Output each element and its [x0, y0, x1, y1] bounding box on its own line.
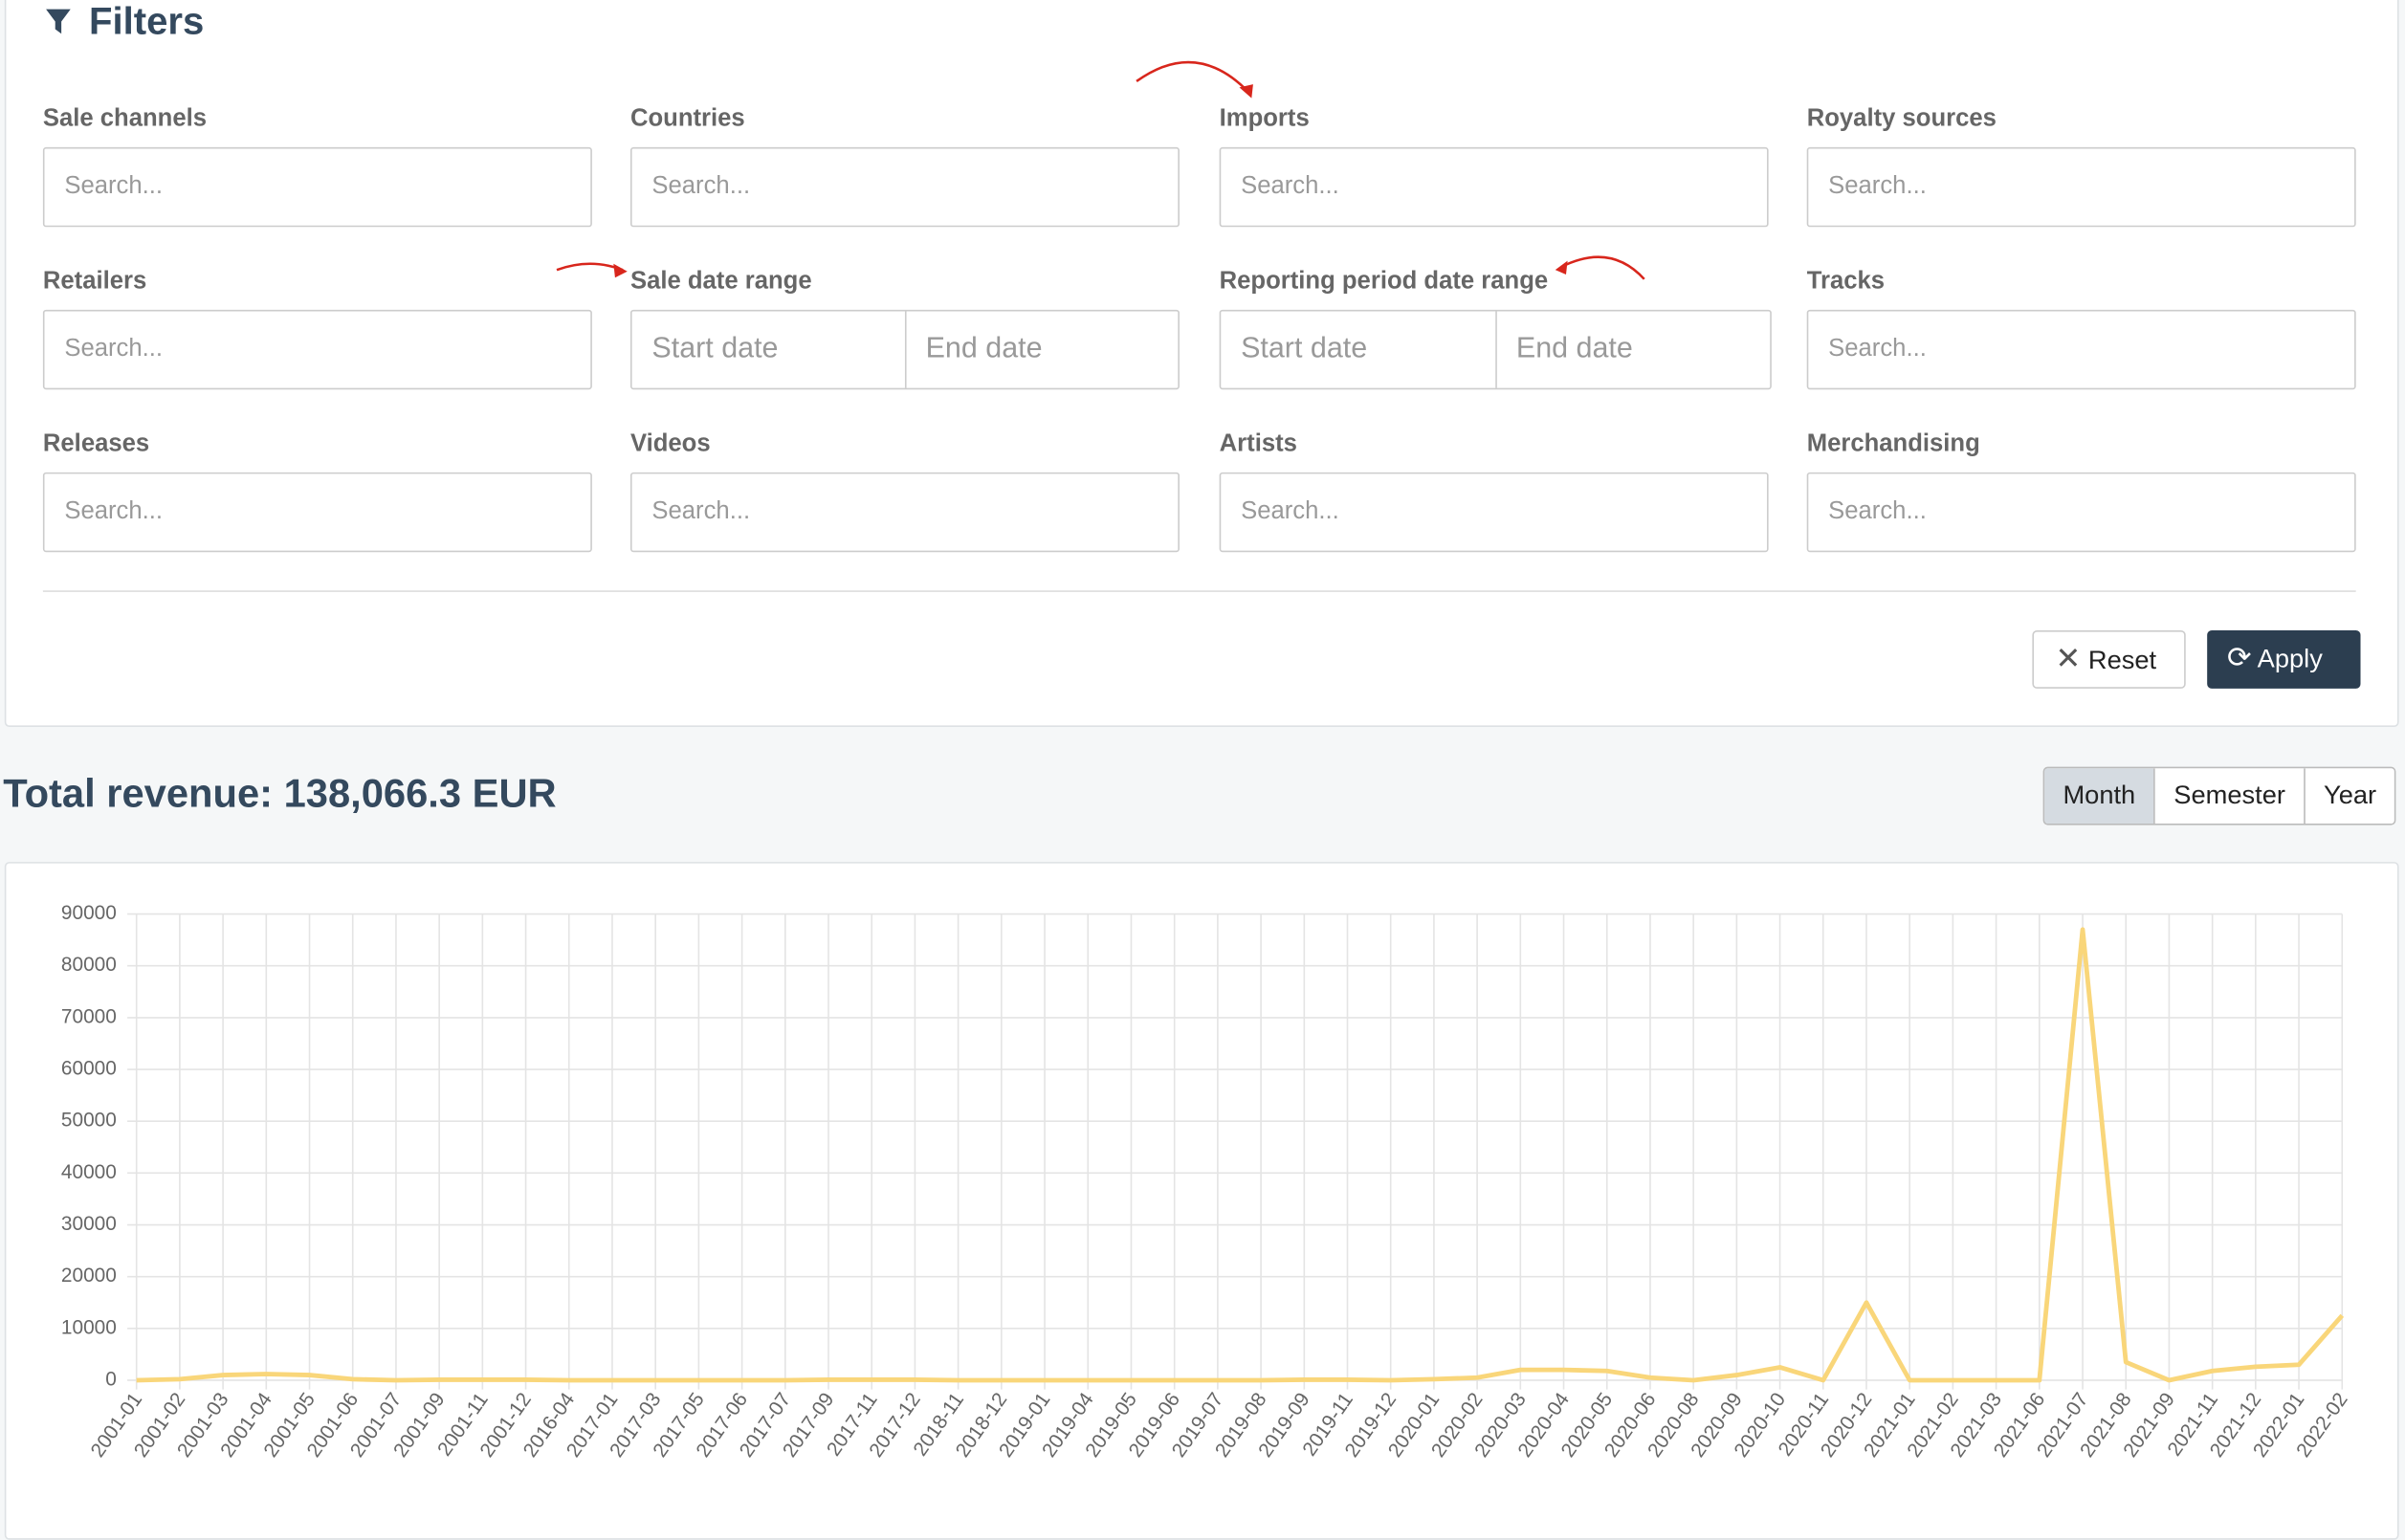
apply-button[interactable]: ⟳ Apply [2207, 629, 2361, 689]
filters-title: Filters [88, 0, 205, 43]
y-tick-label: 60000 [61, 1058, 117, 1080]
filter-input[interactable]: Search... [629, 472, 1180, 553]
period-button[interactable]: Semester [2153, 768, 2305, 824]
filter-label: Videos [629, 430, 711, 457]
filter-label: Countries [629, 105, 745, 132]
filter-label: Releases [42, 430, 150, 457]
y-tick-label: 10000 [61, 1316, 117, 1338]
filter-input[interactable]: Search... [1219, 472, 1769, 553]
placeholder[interactable]: Search... [64, 498, 164, 525]
filter-label: Sale date range [629, 268, 812, 295]
filter-label: Merchandising [1806, 430, 1980, 457]
filter-label: Retailers [42, 268, 147, 295]
annotation-arrows [556, 60, 1645, 280]
filter-input[interactable]: Search... [42, 309, 592, 390]
divider [42, 590, 2356, 592]
filter-input[interactable]: Start date End date [629, 309, 1180, 390]
placeholder[interactable]: Search... [1241, 173, 1339, 200]
y-tick-label: 40000 [61, 1161, 117, 1183]
y-tick-label: 0 [105, 1368, 117, 1390]
y-tick-label: 30000 [61, 1213, 117, 1235]
y-tick-label: 70000 [61, 1005, 117, 1027]
y-tick-label: 50000 [61, 1110, 117, 1132]
filter-input[interactable]: Search... [1806, 309, 2356, 390]
filter-input[interactable]: Search... [42, 472, 592, 553]
filter-label: Imports [1219, 105, 1310, 132]
filter-label: Artists [1219, 430, 1297, 457]
filter-input[interactable]: Start date End date [1219, 309, 1772, 390]
placeholder[interactable]: Search... [64, 336, 164, 363]
placeholder[interactable]: Search... [1828, 336, 1927, 363]
placeholder[interactable]: Start date [1241, 332, 1368, 365]
filter-input[interactable]: Search... [1806, 146, 2356, 228]
period-button[interactable]: Year [2304, 768, 2395, 824]
placeholder[interactable]: Search... [64, 173, 164, 200]
filter-input[interactable]: Search... [629, 146, 1180, 228]
period-toggle: Month Semester Year [2042, 766, 2396, 825]
filter-icon [46, 9, 71, 34]
placeholder[interactable]: Search... [651, 498, 751, 525]
filter-label: Reporting period date range [1219, 268, 1549, 295]
reset-label[interactable]: Reset [2087, 645, 2157, 675]
filter-label: Sale channels [42, 105, 207, 132]
filter-input[interactable]: Search... [42, 146, 592, 228]
reset-button[interactable]: ✕ Reset [2032, 629, 2186, 689]
apply-label[interactable]: Apply [2257, 644, 2323, 673]
filter-input[interactable]: Search... [1806, 472, 2356, 553]
chart-card [4, 862, 2399, 1540]
placeholder[interactable]: Search... [1828, 173, 1927, 200]
period-button[interactable]: Month [2044, 768, 2154, 824]
placeholder[interactable]: Search... [1828, 498, 1927, 525]
y-tick-label: 80000 [61, 954, 117, 976]
y-tick-label: 90000 [61, 902, 117, 924]
placeholder[interactable]: End date [1494, 311, 1770, 388]
y-tick-label: 20000 [61, 1265, 117, 1287]
placeholder[interactable]: Search... [1241, 498, 1339, 525]
filter-input[interactable]: Search... [1219, 146, 1769, 228]
placeholder[interactable]: Search... [651, 173, 751, 200]
placeholder[interactable]: End date [904, 311, 1178, 388]
line [136, 927, 2345, 1383]
total-revenue: Total revenue: 138,066.3 EUR [3, 769, 557, 816]
filter-label: Royalty sources [1806, 105, 1997, 132]
filter-label: Tracks [1806, 268, 1886, 295]
placeholder[interactable]: Start date [651, 332, 779, 365]
